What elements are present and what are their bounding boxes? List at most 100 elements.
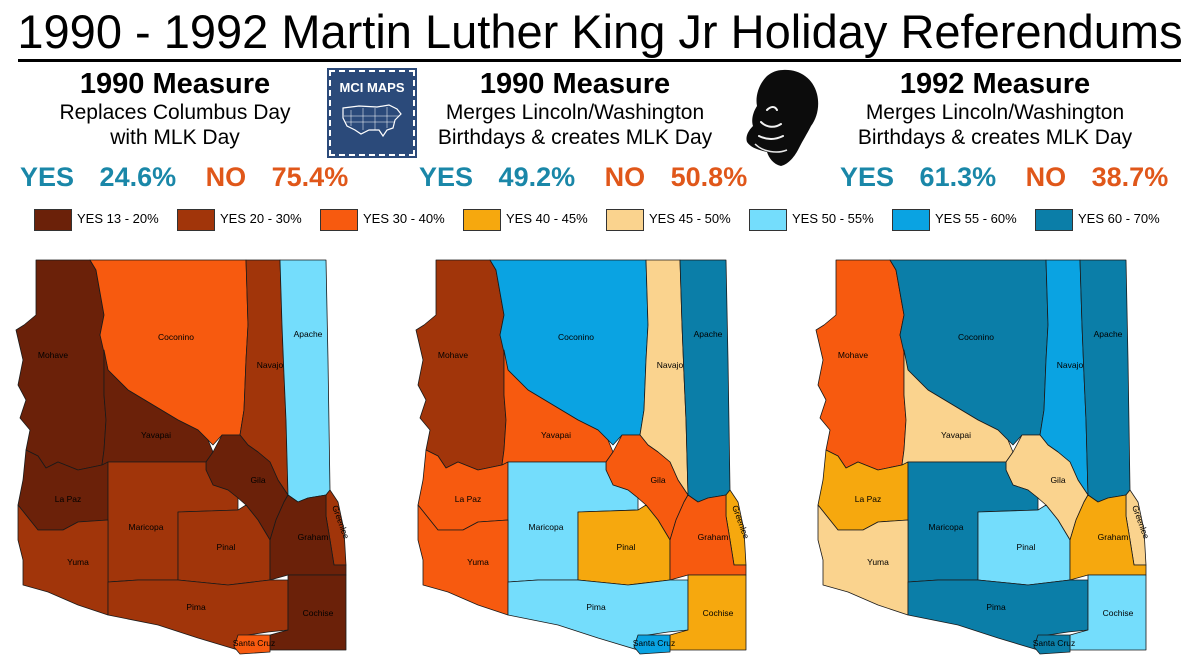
no-percent: 50.8%	[670, 162, 748, 192]
county-label-navajo: Navajo	[657, 360, 684, 370]
legend-label: YES 13 - 20%	[77, 211, 159, 226]
county-label-santa-cruz: Santa Cruz	[233, 638, 276, 648]
county-label-cochise: Cochise	[703, 608, 734, 618]
logo-text: MCI MAPS	[339, 80, 405, 95]
county-santa-cruz	[1033, 634, 1071, 655]
legend-swatch	[177, 209, 215, 231]
measure-title: 1990 Measure	[79, 68, 271, 100]
legend-swatch	[1035, 209, 1073, 231]
county-graham	[1069, 494, 1147, 581]
county-label-cochise: Cochise	[1103, 608, 1134, 618]
county-label-gila: Gila	[650, 475, 665, 485]
legend-swatch	[606, 209, 644, 231]
measure-result-3: YES 61.3% NO 38.7%	[840, 162, 1168, 192]
county-label-yuma: Yuma	[867, 557, 889, 567]
county-label-navajo: Navajo	[1057, 360, 1084, 370]
county-label-yavapai: Yavapai	[141, 430, 171, 440]
county-mohave	[15, 259, 107, 471]
page-title: 1990 - 1992 Martin Luther King Jr Holida…	[17, 5, 1183, 58]
mlk-portrait	[746, 69, 819, 166]
legend-swatch	[320, 209, 358, 231]
county-label-graham: Graham	[1098, 532, 1129, 542]
yes-label: YES	[840, 162, 895, 192]
no-label: NO	[604, 162, 646, 192]
no-label: NO	[1025, 162, 1067, 192]
yes-percent: 49.2%	[498, 162, 576, 192]
county-mohave	[815, 259, 907, 471]
measure-desc-line2: with MLK Day	[110, 126, 240, 149]
measure-header-3: 1992 Measure Merges Lincoln/Washington B…	[825, 68, 1165, 150]
mci-maps-logo: MCI MAPS	[329, 70, 415, 156]
county-label-coconino: Coconino	[158, 332, 194, 342]
county-label-santa-cruz: Santa Cruz	[1033, 638, 1076, 648]
no-label: NO	[205, 162, 247, 192]
county-mohave	[415, 259, 507, 471]
county-label-apache: Apache	[294, 329, 323, 339]
measure-desc-line1: Replaces Columbus Day	[59, 101, 291, 124]
legend-label: YES 60 - 70%	[1078, 211, 1160, 226]
measure-title: 1990 Measure	[479, 68, 671, 100]
measure-header-2: 1990 Measure Merges Lincoln/Washington B…	[405, 68, 745, 150]
county-map-2: Mohave Coconino Navajo Apache Yavapai La Paz G…	[415, 259, 752, 655]
county-santa-cruz	[233, 634, 271, 655]
county-label-maricopa: Maricopa	[129, 522, 164, 532]
county-label-cochise: Cochise	[303, 608, 334, 618]
county-label-la-paz: La Paz	[455, 494, 481, 504]
county-label-graham: Graham	[298, 532, 329, 542]
yes-percent: 61.3%	[919, 162, 997, 192]
legend-swatch	[463, 209, 501, 231]
county-label-mohave: Mohave	[38, 350, 69, 360]
measure-desc-line2: Birthdays & creates MLK Day	[437, 126, 713, 149]
county-label-la-paz: La Paz	[855, 494, 881, 504]
county-label-apache: Apache	[694, 329, 723, 339]
measure-desc-line2: Birthdays & creates MLK Day	[857, 126, 1133, 149]
measure-title: 1992 Measure	[899, 68, 1091, 100]
no-percent: 75.4%	[271, 162, 349, 192]
county-label-gila: Gila	[250, 475, 265, 485]
us-map-icon	[342, 104, 402, 138]
legend-swatch	[34, 209, 72, 231]
county-label-yuma: Yuma	[67, 557, 89, 567]
legend-label: YES 40 - 45%	[506, 211, 588, 226]
county-map-1: Mohave Coconino Navajo Apache Yavapai La Paz G…	[15, 259, 352, 655]
county-label-la-paz: La Paz	[55, 494, 81, 504]
measure-desc-line1: Merges Lincoln/Washington	[865, 101, 1125, 124]
county-graham	[269, 494, 347, 581]
county-label-yuma: Yuma	[467, 557, 489, 567]
county-label-maricopa: Maricopa	[929, 522, 964, 532]
county-pima	[507, 579, 689, 651]
title-underline	[18, 59, 1181, 62]
county-label-maricopa: Maricopa	[529, 522, 564, 532]
yes-percent: 24.6%	[99, 162, 177, 192]
county-label-coconino: Coconino	[558, 332, 594, 342]
county-label-pima: Pima	[586, 602, 606, 612]
county-graham	[669, 494, 747, 581]
measure-header-1: 1990 Measure Replaces Columbus Day with …	[5, 68, 345, 150]
county-apache	[1079, 259, 1131, 503]
legend-swatch	[892, 209, 930, 231]
measure-result-1: YES 24.6% NO 75.4%	[20, 162, 348, 192]
county-label-pinal: Pinal	[217, 542, 236, 552]
county-label-navajo: Navajo	[257, 360, 284, 370]
legend-label: YES 20 - 30%	[220, 211, 302, 226]
county-label-gila: Gila	[1050, 475, 1065, 485]
county-label-mohave: Mohave	[438, 350, 469, 360]
county-map-3: Mohave Coconino Navajo Apache Yavapai La Paz G…	[815, 259, 1152, 655]
county-label-pima: Pima	[986, 602, 1006, 612]
county-label-santa-cruz: Santa Cruz	[633, 638, 676, 648]
legend-label: YES 30 - 40%	[363, 211, 445, 226]
county-label-pinal: Pinal	[1017, 542, 1036, 552]
yes-label: YES	[419, 162, 474, 192]
county-pima	[107, 579, 289, 651]
no-percent: 38.7%	[1091, 162, 1169, 192]
measure-result-2: YES 49.2% NO 50.8%	[419, 162, 747, 192]
county-pima	[907, 579, 1089, 651]
county-label-yavapai: Yavapai	[541, 430, 571, 440]
yes-label: YES	[20, 162, 75, 192]
county-label-graham: Graham	[698, 532, 729, 542]
county-label-yavapai: Yavapai	[941, 430, 971, 440]
measure-desc-line1: Merges Lincoln/Washington	[445, 101, 705, 124]
county-apache	[679, 259, 731, 503]
county-apache	[279, 259, 331, 503]
county-label-pima: Pima	[186, 602, 206, 612]
